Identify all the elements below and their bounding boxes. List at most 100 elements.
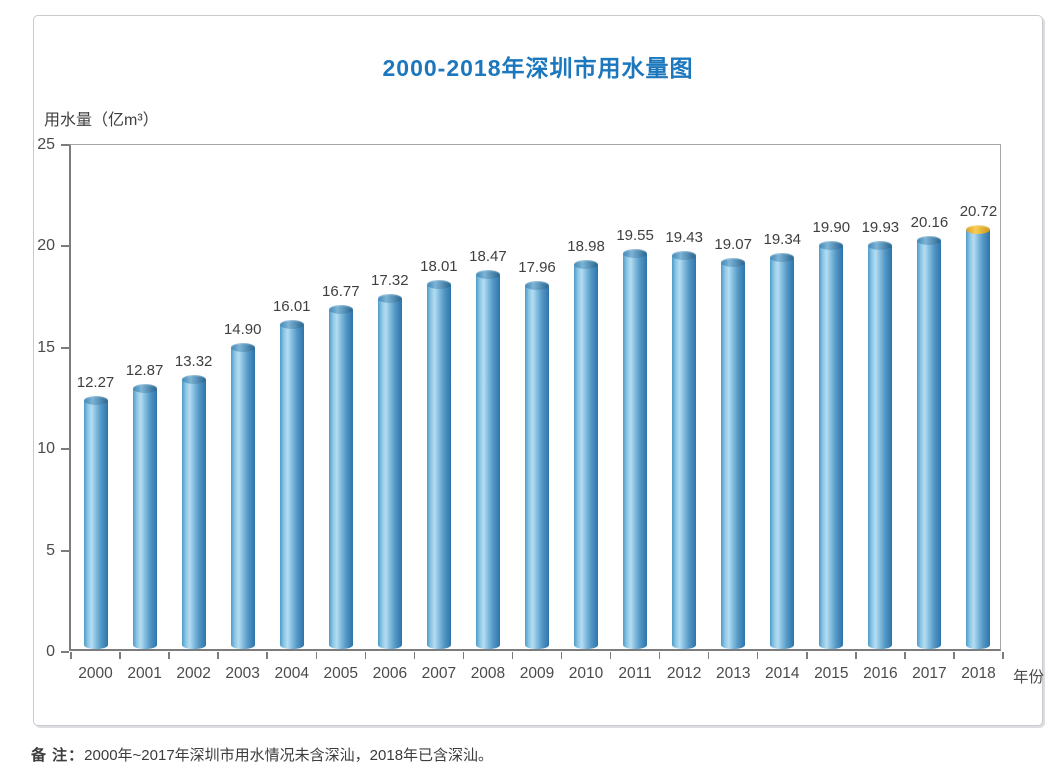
bar-2016: 19.93	[862, 219, 899, 649]
bar-cap	[83, 396, 108, 406]
bar-cap	[770, 252, 795, 262]
x-tick-label: 2017	[912, 665, 947, 682]
y-tick-mark	[61, 448, 69, 451]
bar-cap	[475, 270, 500, 280]
bar-2002: 13.32	[175, 353, 212, 649]
bar-cap	[574, 260, 599, 270]
x-tick-mark	[707, 652, 710, 659]
chart-title: 2000-2018年深圳市用水量图	[382, 55, 694, 81]
bar-value-label: 12.27	[76, 374, 115, 392]
plot-area: 0 5 10 15 20 25 12.27 2000 12.87 2001 13.32 2002 14.…	[37, 136, 1044, 686]
bar-cap	[819, 241, 844, 251]
x-tick-mark	[462, 652, 465, 659]
bar-cap	[721, 258, 746, 268]
x-tick-mark	[855, 652, 857, 659]
x-tick-mark	[511, 652, 514, 659]
bar-value-label: 20.72	[959, 202, 998, 220]
bar-value-label: 19.93	[861, 218, 900, 236]
bar-2001: 12.87	[126, 362, 163, 649]
bar-value-label: 18.01	[420, 257, 458, 275]
bar-value-label: 16.77	[322, 282, 360, 300]
y-tick-mark	[61, 651, 69, 653]
bar-2014: 19.34	[763, 231, 801, 649]
x-tick-mark	[756, 652, 759, 659]
bar-value-label: 19.55	[616, 226, 654, 244]
bar-2009: 17.96	[518, 259, 556, 649]
x-tick-mark	[217, 652, 219, 659]
x-tick-mark	[1002, 652, 1004, 659]
x-tick-label: 2003	[225, 665, 260, 682]
bar-value-label: 18.47	[469, 248, 507, 266]
bar-2006: 17.32	[371, 272, 409, 649]
bar-value-label: 18.98	[567, 238, 605, 256]
bar-2003: 14.90	[224, 321, 261, 649]
bar-cap	[181, 374, 206, 384]
y-tick-label: 5	[46, 541, 55, 559]
bar-2008: 18.47	[469, 248, 507, 649]
chart-card: 2000-2018年深圳市用水量图 用水量（亿m³） 0 5 10 15 20 25 12.…	[31, 15, 1044, 764]
bar-value-label: 16.01	[272, 298, 311, 316]
y-tick-label: 10	[37, 440, 55, 458]
bar-cap	[377, 293, 402, 303]
bar-value-label: 17.96	[518, 258, 556, 276]
bar-cap	[328, 304, 353, 314]
bar-value-label: 17.32	[371, 271, 409, 289]
bar-cap-gold	[966, 224, 991, 234]
x-axis-title: 年份	[1013, 669, 1045, 686]
x-tick-label: 2013	[715, 665, 751, 682]
x-tick-mark	[168, 652, 170, 659]
bar-2015: 19.90	[813, 219, 850, 649]
y-axis-title: 用水量（亿m³）	[44, 112, 159, 129]
x-tick-label: 2002	[176, 665, 211, 682]
x-tick-mark	[119, 652, 121, 659]
footnote-text: 2000年~2017年深圳市用水情况未含深汕，2018年已含深汕。	[84, 747, 494, 764]
x-tick-label: 2011	[618, 665, 652, 682]
bar-value-label: 20.16	[910, 214, 949, 232]
x-tick-label: 2000	[78, 665, 113, 682]
bar-2010: 18.98	[567, 238, 605, 649]
x-tick-mark	[806, 652, 808, 659]
bar-cap	[279, 320, 304, 330]
bar-cap	[525, 280, 549, 290]
x-tick-mark	[266, 652, 268, 659]
y-tick-mark	[61, 549, 69, 552]
x-tick-label: 2004	[274, 665, 309, 682]
x-tick-label: 2009	[519, 665, 555, 682]
bar-value-label: 14.90	[223, 320, 262, 338]
bar-2013: 19.07	[714, 236, 752, 649]
y-tick-label: 25	[37, 136, 55, 153]
x-tick-label: 2010	[568, 665, 604, 682]
bar-2012: 19.43	[665, 229, 703, 649]
x-tick-label: 2012	[666, 665, 702, 682]
bar-cap	[672, 250, 697, 260]
x-tick-mark	[70, 652, 72, 659]
y-tick-mark	[61, 346, 69, 349]
x-tick-label: 2014	[765, 665, 800, 682]
y-tick-label: 0	[46, 643, 55, 660]
x-tick-label: 2016	[863, 665, 898, 682]
bar-cap	[230, 342, 255, 352]
bar-2018: 20.72	[960, 203, 997, 649]
bar-2007: 18.01	[420, 258, 458, 649]
bar-cap	[868, 240, 893, 250]
y-tick-mark	[61, 245, 69, 248]
bar-2005: 16.77	[322, 283, 360, 649]
bar-2000: 12.27	[77, 374, 114, 649]
bar-value-label: 19.43	[665, 228, 703, 246]
y-tick-mark	[61, 144, 69, 146]
bar-value-label: 19.34	[763, 230, 802, 248]
x-tick-mark	[658, 652, 661, 659]
y-tick-label: 15	[37, 338, 55, 356]
x-tick-mark	[609, 652, 612, 659]
x-tick-label: 2006	[372, 665, 408, 682]
x-tick-label: 2008	[470, 665, 506, 682]
bar-2004: 16.01	[273, 298, 311, 649]
bar-cap	[132, 384, 157, 393]
x-tick-label: 2015	[814, 665, 849, 682]
footnote-label: 备 注：	[31, 747, 85, 764]
bar-2011: 19.55	[616, 227, 654, 649]
x-tick-mark	[364, 652, 367, 659]
x-tick-mark	[953, 652, 955, 659]
bar-value-label: 13.32	[174, 352, 213, 370]
